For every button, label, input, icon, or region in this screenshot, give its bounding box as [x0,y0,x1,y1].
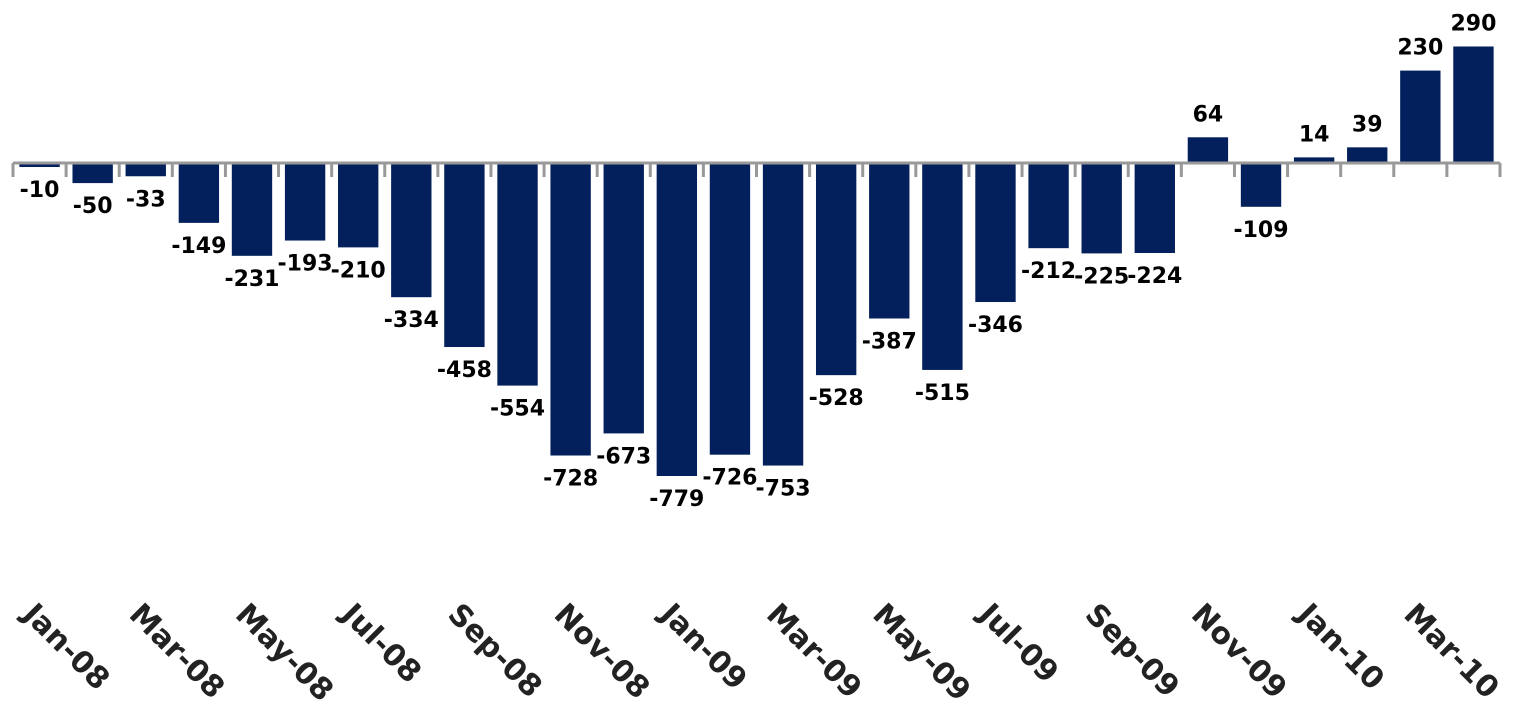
bar [922,163,963,370]
x-tick-label: Mar-10 [1397,597,1506,706]
value-label: -10 [20,178,60,203]
value-label: -458 [437,358,492,383]
value-label: -334 [384,308,439,333]
value-label: -673 [596,444,651,469]
bar [391,163,432,298]
value-label: -728 [543,467,598,492]
value-label: -753 [756,477,811,502]
bar [1187,137,1229,163]
bar [975,163,1016,303]
x-tick-label: Jul-09 [970,596,1065,691]
value-label: -779 [649,487,704,512]
x-tick-label: Sep-08 [441,597,549,705]
bar [125,163,166,177]
value-label: -528 [809,386,864,411]
bar [178,163,220,223]
x-tick-label: May-09 [866,597,978,709]
bar [762,163,804,466]
value-label: -193 [278,252,333,277]
value-label: 64 [1193,102,1224,127]
bar [1293,157,1335,163]
value-label: -515 [915,381,970,406]
x-tick-label: Jan-09 [652,596,754,698]
value-label: 290 [1450,11,1496,36]
value-label: -726 [702,466,757,491]
bar [656,163,698,476]
bar [444,163,485,348]
value-label: -50 [73,194,113,219]
x-tick-label: Sep-09 [1078,597,1186,705]
bar [1081,163,1122,254]
x-tick-label: Jan-08 [14,596,116,698]
bar [869,163,910,319]
value-label: -554 [490,397,545,422]
value-label: 14 [1299,122,1330,147]
x-tick-label: Jan-10 [1289,596,1391,698]
value-label: -33 [126,187,166,212]
bar [231,163,273,256]
x-tick-label: May-08 [228,597,340,709]
value-label: -212 [1021,259,1076,284]
bar [1240,163,1282,207]
x-tick-label: Nov-08 [547,597,656,706]
bar [338,163,379,248]
value-label: -346 [968,313,1023,338]
x-tick-label: Mar-09 [759,597,868,706]
bar [603,163,644,434]
bar [815,163,857,376]
value-label: 39 [1352,112,1383,137]
x-tick-label: Jul-08 [333,596,428,691]
value-label: -387 [862,329,917,354]
bar [1134,163,1175,254]
value-label: -210 [331,258,386,283]
value-label: -224 [1127,264,1182,289]
value-label: -231 [224,267,279,292]
bar [1347,147,1388,163]
x-tick-label: Nov-09 [1184,597,1293,706]
bar [1453,46,1494,163]
x-tick-label: Mar-08 [122,597,231,706]
bar [1400,70,1441,163]
bar [72,163,113,184]
value-label: -109 [1233,218,1288,243]
bar [497,163,538,386]
bar [284,163,326,241]
bar [709,163,751,455]
bar [19,163,60,168]
value-label: -149 [171,234,226,259]
bar [1028,163,1069,249]
value-label: 230 [1397,36,1443,61]
value-label: -225 [1074,264,1129,289]
bar [550,163,591,456]
